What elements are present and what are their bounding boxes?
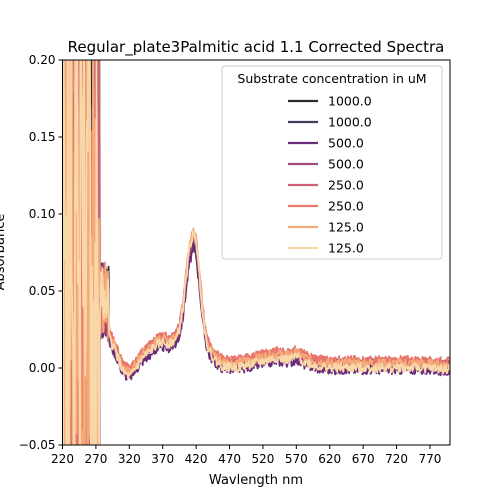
legend-label: 1000.0 <box>328 94 372 109</box>
x-tick-label: 420 <box>185 452 208 466</box>
plot-frame <box>62 59 451 446</box>
x-tick-label: 620 <box>318 452 341 466</box>
x-tick-label: 370 <box>151 452 174 466</box>
legend-label: 250.0 <box>328 199 364 214</box>
y-tick-label: 0.20 <box>29 53 56 67</box>
x-tick-label: 320 <box>118 452 141 466</box>
series-line-6 <box>62 60 450 445</box>
legend-label: 250.0 <box>328 178 364 193</box>
x-tick-label: 520 <box>251 452 274 466</box>
legend-box <box>221 65 443 260</box>
legend-label: 125.0 <box>328 220 364 235</box>
x-tick-label: 570 <box>285 452 308 466</box>
x-axis: 220 270 320 370 420 470 520 570 620 670 720 770 <box>51 445 441 466</box>
x-tick-label: 270 <box>84 452 107 466</box>
x-tick-label: 670 <box>352 452 375 466</box>
series-layer <box>62 60 450 445</box>
legend-label: 125.0 <box>328 241 364 256</box>
chart-title: Regular_plate3Palmitic acid 1.1 Correcte… <box>68 38 445 57</box>
y-tick-label: 0.05 <box>29 284 56 298</box>
y-tick-label: 0.10 <box>29 207 56 221</box>
x-tick-label: 720 <box>385 452 408 466</box>
legend: Substrate concentration in uM 1000.0 1000… <box>221 65 443 260</box>
x-axis-label: Wavlength nm <box>209 473 303 488</box>
series-line-8 <box>62 60 450 445</box>
y-axis: −0.05 0.00 0.05 0.10 0.15 0.20 <box>19 53 63 452</box>
y-tick-label: −0.05 <box>19 438 56 452</box>
x-tick-label: 770 <box>419 452 442 466</box>
y-axis-label: Absorbance <box>0 214 8 291</box>
y-tick-label: 0.00 <box>29 361 56 375</box>
series-line-7 <box>62 60 450 445</box>
x-tick-label: 220 <box>51 452 74 466</box>
legend-label: 500.0 <box>328 157 364 172</box>
y-tick-label: 0.15 <box>29 130 56 144</box>
legend-title: Substrate concentration in uM <box>237 71 426 86</box>
legend-label: 500.0 <box>328 136 364 151</box>
x-tick-label: 470 <box>218 452 241 466</box>
legend-label: 1000.0 <box>328 115 372 130</box>
